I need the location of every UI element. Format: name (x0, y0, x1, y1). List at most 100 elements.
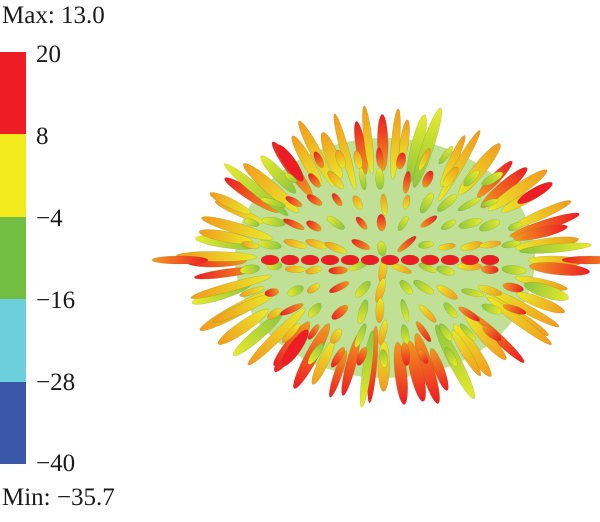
max-value-label: Max: 13.0 (2, 2, 105, 29)
pattern-lobe (283, 238, 307, 249)
pattern-lobe (359, 330, 375, 408)
pattern-lobe (190, 274, 272, 299)
pattern-lobe (328, 350, 348, 398)
pattern-lobe (457, 197, 482, 212)
pattern-lobe (209, 192, 251, 215)
pattern-lobe (451, 330, 482, 377)
min-value-label: Min: −35.7 (2, 484, 115, 511)
pattern-lobe (354, 323, 367, 348)
pattern-lobe (307, 342, 325, 365)
pattern-lobe (459, 323, 476, 341)
pattern-lobe (436, 284, 458, 300)
pattern-lobe (400, 299, 410, 322)
pattern-lobe (396, 152, 407, 170)
pattern-lobe (151, 255, 209, 265)
pattern-lobe (280, 254, 300, 266)
pattern-lobe (502, 304, 527, 315)
pattern-lobe (460, 241, 483, 251)
pattern-lobe (328, 281, 350, 294)
pattern-lobe (480, 254, 500, 266)
pattern-lobe (442, 166, 459, 188)
pattern-lobe (501, 265, 527, 275)
pattern-lobe (421, 170, 434, 188)
pattern-lobe (415, 321, 432, 343)
pattern-lobe (420, 215, 438, 228)
pattern-lobe (513, 224, 568, 241)
pattern-lobe (351, 238, 371, 251)
pattern-lobe (305, 266, 322, 275)
pattern-lobe (279, 303, 304, 316)
pattern-lobe (327, 170, 344, 190)
pattern-lobe (399, 279, 413, 295)
colorbar-tick-label: −4 (36, 205, 63, 232)
band-20-8 (0, 52, 26, 134)
pattern-lobe (307, 324, 320, 340)
pattern-lobe (324, 241, 347, 254)
pattern-lobe (477, 285, 503, 296)
colorbar-tick-label: −28 (36, 369, 76, 396)
pattern-lobe (418, 262, 437, 273)
pattern-lobe (291, 135, 323, 186)
pattern-lobe (330, 328, 343, 344)
pattern-lobe (258, 240, 282, 250)
pattern-lobe (201, 216, 273, 241)
pattern-lobe (378, 319, 388, 346)
pattern-lobe (276, 144, 304, 182)
pattern-lobe (436, 194, 458, 212)
pattern-lobe (352, 195, 363, 210)
pattern-lobe (281, 323, 301, 344)
pattern-lobe (320, 254, 340, 266)
pattern-lobe (357, 299, 369, 325)
pattern-lobe (413, 279, 434, 295)
band-neg16-neg28 (0, 299, 26, 382)
pattern-lobe (418, 304, 437, 323)
pattern-lobe (331, 304, 349, 320)
pattern-lobe (397, 215, 409, 231)
3d-radiation-pattern (151, 105, 600, 408)
pattern-lobe (479, 240, 502, 249)
pattern-lobe (306, 220, 322, 232)
pattern-lobe (443, 302, 458, 319)
pattern-lobe (198, 229, 253, 245)
pattern-lobe (242, 163, 299, 213)
pattern-lobe (517, 181, 553, 205)
pattern-lobe (438, 145, 454, 165)
pattern-lobe (406, 340, 427, 402)
pattern-lobe (438, 323, 453, 342)
pattern-lobe (400, 342, 411, 367)
pattern-lobe (481, 198, 499, 208)
pattern-lobe (380, 193, 388, 216)
pattern-lobe (283, 218, 305, 231)
pattern-lobe (441, 219, 456, 231)
pattern-lobe (417, 240, 434, 249)
pattern-lobe (328, 266, 348, 275)
pattern-lobe (524, 281, 569, 301)
pattern-lobe (440, 254, 460, 266)
pattern-lobe (306, 194, 323, 206)
pattern-lobe (479, 219, 501, 232)
pattern-lobe (284, 265, 306, 273)
pattern-lobe (480, 264, 499, 275)
colorbar-tick-label: 8 (36, 123, 49, 150)
pattern-lobe (287, 285, 304, 297)
pattern-lobe (488, 169, 548, 212)
pattern-lobe (419, 192, 434, 214)
pattern-lobe (260, 197, 286, 208)
pattern-lobe (358, 167, 367, 191)
pattern-lobe (241, 241, 260, 250)
pattern-lobe (356, 346, 368, 366)
pattern-lobe (400, 324, 410, 345)
pattern-lobe (458, 218, 482, 229)
pattern-lobe (420, 254, 440, 266)
pattern-lobe (418, 148, 431, 171)
pattern-lobe (463, 169, 480, 187)
pattern-lobe (260, 254, 280, 266)
band-8-neg4 (0, 134, 26, 217)
pattern-lobe (437, 243, 456, 251)
pattern-lobe (390, 108, 401, 180)
pattern-lobe (217, 308, 269, 345)
pattern-lobe (481, 303, 503, 315)
colorbar-tick-label: −16 (36, 287, 76, 314)
pattern-lobe (444, 346, 458, 367)
